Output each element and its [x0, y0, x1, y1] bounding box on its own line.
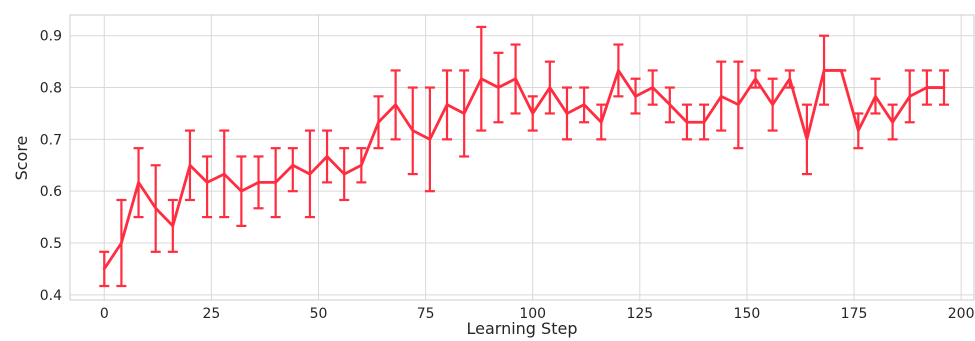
- x-tick-label: 150: [734, 306, 761, 322]
- plot-frame: [69, 14, 975, 301]
- x-tick-label: 200: [948, 306, 975, 322]
- x-tick-label: 125: [626, 306, 653, 322]
- y-tick-label: 0.9: [40, 29, 62, 45]
- x-tick-label: 50: [310, 306, 328, 322]
- y-tick-label: 0.4: [40, 288, 62, 304]
- x-tick-label: 175: [841, 306, 868, 322]
- y-axis-label: Score: [12, 136, 31, 181]
- x-tick-label: 100: [519, 306, 546, 322]
- error-bars: [99, 25, 950, 288]
- x-tick-label: 0: [100, 306, 109, 322]
- y-tick-label: 0.7: [40, 132, 62, 148]
- x-tick-label: 25: [202, 306, 220, 322]
- y-tick-label: 0.8: [40, 81, 62, 97]
- tick-labels: 0 25 50 75 100 125 150 175 200 0.4 0.5 0.6 0.7 0.8 0.9: [40, 29, 975, 322]
- x-axis-label: Learning Step: [467, 319, 578, 338]
- series-line: [102, 69, 946, 271]
- error-bar: [202, 155, 213, 219]
- y-tick-label: 0.5: [40, 236, 62, 252]
- x-tick-label: 75: [417, 306, 435, 322]
- error-bar: [287, 147, 298, 193]
- y-tick-label: 0.6: [40, 184, 62, 200]
- series-line-path: [102, 69, 946, 271]
